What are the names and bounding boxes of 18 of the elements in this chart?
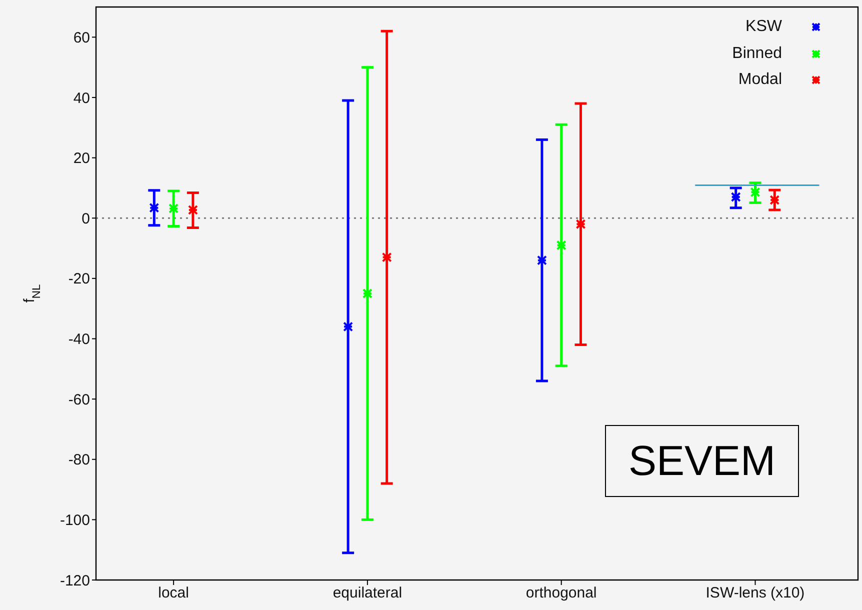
legend-label: Modal [738, 71, 782, 90]
x-tick-label: ISW-lens (x10) [706, 584, 805, 602]
y-tick-label: 0 [82, 210, 90, 228]
x-tick-label: equilateral [332, 584, 402, 602]
x-tick-label: local [158, 584, 189, 602]
y-tick-label: -100 [60, 512, 90, 530]
y-tick-label: -20 [68, 270, 90, 288]
y-tick-label: 20 [73, 150, 90, 168]
y-tick-label: -120 [60, 572, 90, 590]
y-tick-label: 40 [73, 90, 90, 107]
x-tick-label: orthogonal [526, 584, 597, 602]
annotation: SEVEM [605, 425, 799, 497]
y-tick-label: -60 [68, 391, 90, 408]
legend-label: KSW [746, 18, 782, 36]
y-tick-label: -80 [68, 452, 90, 469]
y-tick-label: -40 [68, 331, 90, 348]
y-tick-label: 60 [73, 29, 90, 46]
legend-label: Binned [732, 44, 782, 63]
